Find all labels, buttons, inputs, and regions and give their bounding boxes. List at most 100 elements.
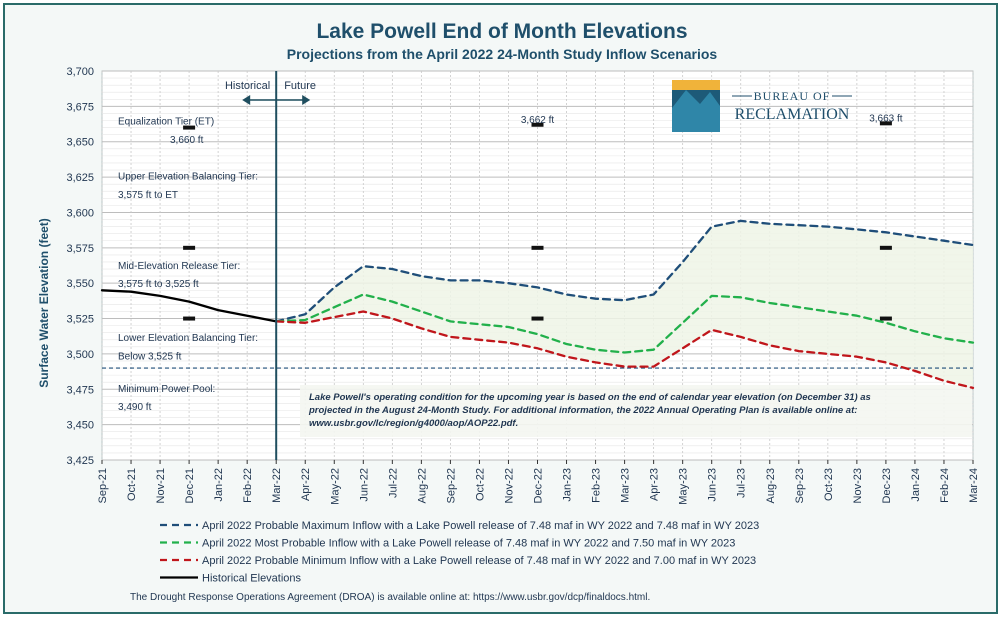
series-line-3 <box>275 310 975 390</box>
x-tick-label: Jun-23 <box>707 468 719 502</box>
bureau-of-reclamation-logo: BUREAU OF RECLAMATION <box>672 80 852 132</box>
tier-label: Mid-Elevation Release Tier: <box>118 261 240 272</box>
x-tick-label: Jan-24 <box>910 468 922 502</box>
point-label: 3,663 ft <box>869 114 903 125</box>
tier-marker <box>531 316 544 321</box>
y-tick-label: 3,425 <box>66 455 94 467</box>
tier-marker <box>531 245 544 250</box>
note-line: www.usbr.gov/lc/region/g4000/aop/AOP22.p… <box>309 418 518 429</box>
plot-area: 3,425 3,450 3,475 3,500 3,525 3,550 3,575 3,600… <box>66 66 980 505</box>
tier-marker <box>879 245 892 250</box>
x-tick-label: Jul-22 <box>387 468 399 498</box>
x-tick-label: Sep-21 <box>97 468 109 503</box>
y-axis-ticks: 3,425 3,450 3,475 3,500 3,525 3,550 3,575 3,600… <box>66 66 94 467</box>
arrow-right-head <box>302 95 311 105</box>
tier-labels: Equalization Tier (ET) 3,660 ft Upper Elev… <box>118 114 903 414</box>
tier-label: Upper Elevation Balancing Tier: <box>118 172 258 183</box>
legend-label-2: April 2022 Most Probable Inflow with a L… <box>202 538 735 550</box>
tier-markers <box>183 121 892 321</box>
x-axis-ticks: Sep-21 Oct-21 Nov-21 Dec-21 Jan-22 Feb-22 Mar-… <box>97 460 980 505</box>
x-tick-label: Aug-22 <box>416 468 428 503</box>
logo-text-line2: RECLAMATION <box>735 106 850 123</box>
legend: April 2022 Probable Maximum Inflow with … <box>160 520 759 585</box>
tier-value: Below 3,525 ft <box>118 351 182 362</box>
tier-marker <box>879 316 892 321</box>
x-tick-label: Apr-23 <box>649 468 661 501</box>
x-tick-label: Nov-23 <box>852 468 864 503</box>
legend-label-0: Historical Elevations <box>202 573 302 585</box>
x-tick-label: May-23 <box>678 468 690 505</box>
series-line-0 <box>100 289 278 323</box>
logo-sun <box>672 80 720 90</box>
x-tick-label: May-22 <box>329 468 341 505</box>
tier-marker <box>879 121 892 126</box>
future-label: Future <box>284 80 316 92</box>
x-tick-label: Mar-23 <box>620 468 632 503</box>
x-tick-label: Nov-21 <box>155 468 167 503</box>
x-tick-label: Feb-24 <box>939 468 951 503</box>
chart-subtitle: Projections from the April 2022 24-Month… <box>287 46 718 62</box>
y-tick-label: 3,500 <box>66 349 94 361</box>
note-line: Lake Powell's operating condition for th… <box>309 392 871 403</box>
tier-value: 3,660 ft <box>170 135 204 146</box>
x-tick-label: Mar-22 <box>271 468 283 503</box>
y-tick-label: 3,675 <box>66 101 94 113</box>
tier-marker <box>183 125 196 130</box>
x-tick-label: Jan-22 <box>213 468 225 502</box>
series-line-1 <box>275 219 975 323</box>
x-tick-label: Apr-22 <box>300 468 312 501</box>
y-tick-label: 3,550 <box>66 278 94 290</box>
x-tick-label: Aug-23 <box>765 468 777 503</box>
tier-label: Equalization Tier (ET) <box>118 117 214 128</box>
logo-text-line1: BUREAU OF <box>754 89 831 103</box>
tier-marker <box>183 316 196 321</box>
x-tick-label: Dec-21 <box>184 468 196 503</box>
x-tick-label: Feb-23 <box>591 468 603 503</box>
x-tick-label: Dec-22 <box>533 468 545 503</box>
divider-arrows <box>242 95 311 105</box>
y-tick-label: 3,450 <box>66 420 94 432</box>
x-tick-label: Nov-22 <box>503 468 515 503</box>
y-tick-label: 3,575 <box>66 243 94 255</box>
y-tick-label: 3,600 <box>66 207 94 219</box>
x-tick-label: Jun-22 <box>358 468 370 502</box>
logo-mountains <box>672 90 720 132</box>
x-tick-label: Feb-22 <box>242 468 254 503</box>
note-background <box>300 385 972 437</box>
note-line: projected in the August 24-Month Study. … <box>308 405 857 416</box>
x-tick-label: Sep-23 <box>794 468 806 503</box>
footer-note: The Drought Response Operations Agreemen… <box>130 592 650 603</box>
legend-label-1: April 2022 Probable Maximum Inflow with … <box>202 520 759 532</box>
x-tick-label: Dec-23 <box>881 468 893 503</box>
tier-label: Lower Elevation Balancing Tier: <box>118 333 258 344</box>
y-tick-label: 3,700 <box>66 66 94 78</box>
x-tick-label: Oct-21 <box>126 468 138 501</box>
legend-label-3: April 2022 Probable Minimum Inflow with … <box>202 555 756 567</box>
y-tick-label: 3,525 <box>66 314 94 326</box>
y-tick-label: 3,475 <box>66 384 94 396</box>
x-tick-label: Sep-22 <box>445 468 457 503</box>
operating-note: Lake Powell's operating condition for th… <box>300 385 972 437</box>
series-lines <box>100 219 975 390</box>
tier-marker <box>531 122 544 127</box>
tier-value: 3,575 ft to ET <box>118 190 178 201</box>
x-tick-label: Oct-23 <box>823 468 835 501</box>
x-tick-label: Mar-24 <box>968 468 980 503</box>
y-tick-label: 3,625 <box>66 172 94 184</box>
projection-range-band <box>276 220 973 388</box>
arrow-left-head <box>242 95 251 105</box>
tier-value: 3,575 ft to 3,525 ft <box>118 279 199 290</box>
tier-label: Minimum Power Pool: <box>118 384 215 395</box>
x-tick-label: Jul-23 <box>736 468 748 498</box>
y-tick-label: 3,650 <box>66 137 94 149</box>
chart-title: Lake Powell End of Month Elevations <box>316 20 687 43</box>
y-axis-label: Surface Water Elevation (feet) <box>37 218 51 388</box>
tier-value: 3,490 ft <box>118 402 152 413</box>
point-label: 3,662 ft <box>521 115 555 126</box>
x-tick-label: Jan-23 <box>562 468 574 502</box>
historical-label: Historical <box>225 80 270 92</box>
tier-marker <box>183 245 196 250</box>
series-line-2 <box>275 293 975 354</box>
x-tick-label: Oct-22 <box>474 468 486 501</box>
